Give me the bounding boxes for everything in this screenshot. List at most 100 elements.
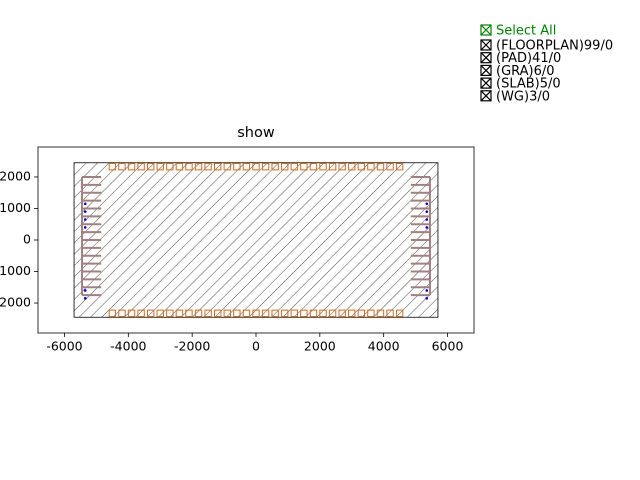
pad [319,163,327,171]
pad [185,309,193,317]
pad [395,309,404,317]
checkbox-box[interactable] [480,24,492,36]
pad [376,309,385,317]
waveguide [425,226,429,229]
pad [242,309,251,317]
y-tick-label: 2000 [0,168,31,183]
pad [357,309,366,317]
checkbox-label[interactable]: Select All [496,24,556,39]
waveguide [83,289,87,292]
x-tick-label: 6000 [432,339,464,354]
pad [204,309,212,317]
waveguide [83,218,87,221]
checkbox-label[interactable]: (SLAB)5/0 [496,77,561,92]
pad [214,163,222,171]
waveguide [83,210,87,213]
pad [261,309,270,317]
pad [156,163,164,171]
pad [146,163,155,171]
pad [175,309,184,317]
pad [376,163,385,171]
checkbox-label[interactable]: (FLOORPLAN)99/0 [496,39,613,54]
floorplan [73,162,439,318]
waveguide [83,226,87,229]
checkbox[interactable]: (PAD)41/0 [480,51,561,66]
x-tick-label: 4000 [368,339,400,354]
pad [127,309,136,317]
pad [204,163,212,171]
pad [252,163,260,171]
pad [367,309,375,317]
checkbox-label[interactable]: (WG)3/0 [496,89,550,104]
pad [127,163,136,171]
checkbox-box[interactable] [480,90,492,102]
checkbox[interactable]: Select All [480,24,556,39]
x-tick-label: 0 [252,339,260,354]
chart-title: show [237,125,275,141]
pad [338,309,346,317]
x-tick-label: -6000 [46,339,82,354]
checkbox-box[interactable] [480,52,492,64]
pad [281,309,289,317]
pad [108,163,117,171]
checkbox[interactable]: (FLOORPLAN)99/0 [480,39,613,54]
pad [271,163,279,171]
x-tick-label: -2000 [174,339,210,354]
pad [281,163,289,171]
pad [271,309,279,317]
y-tick-label: -2000 [0,295,31,310]
pad [137,309,145,317]
pad [233,163,241,171]
waveguide [425,297,429,300]
pad [386,163,394,171]
pad [395,163,404,171]
pad [185,163,193,171]
pad [300,163,308,171]
checkbox-check[interactable] [480,52,492,64]
pad [309,163,318,171]
checkbox-box[interactable] [480,39,492,51]
pad [223,309,231,317]
pad [194,163,203,171]
waveguide [83,297,87,300]
pad [252,309,260,317]
x-tick-label: -4000 [110,339,146,354]
checkbox-check[interactable] [480,90,492,102]
pad [242,163,251,171]
pad [348,163,356,171]
checkbox-box[interactable] [480,77,492,89]
checkbox[interactable]: (GRA)6/0 [480,64,555,79]
checkbox-label[interactable]: (GRA)6/0 [496,64,555,79]
checkbox-label[interactable]: (PAD)41/0 [496,51,561,66]
pad [348,309,356,317]
pad [357,163,366,171]
checkbox[interactable]: (SLAB)5/0 [480,77,561,92]
checkbox-box[interactable] [480,64,492,77]
pad [223,163,231,171]
checkbox-check[interactable] [480,39,492,51]
checkbox-check[interactable] [480,24,492,36]
pad [214,309,222,317]
pad [300,309,308,317]
pad [233,309,241,317]
y-tick-label: 1000 [0,200,31,215]
pad [386,309,394,317]
pad [290,309,298,317]
y-tick-label: 0 [23,232,31,247]
waveguide [425,218,429,221]
checkbox-check[interactable] [480,77,492,89]
checkbox[interactable]: (WG)3/0 [480,89,550,104]
pad [328,309,337,317]
pad [166,309,174,317]
pad [319,309,327,317]
waveguide [425,202,429,206]
x-tick-label: 2000 [304,339,336,354]
pad [309,309,318,317]
pad [328,163,337,171]
checkbox-check[interactable] [480,64,492,76]
pad [118,163,126,171]
waveguide [425,210,429,213]
pad [146,309,155,317]
